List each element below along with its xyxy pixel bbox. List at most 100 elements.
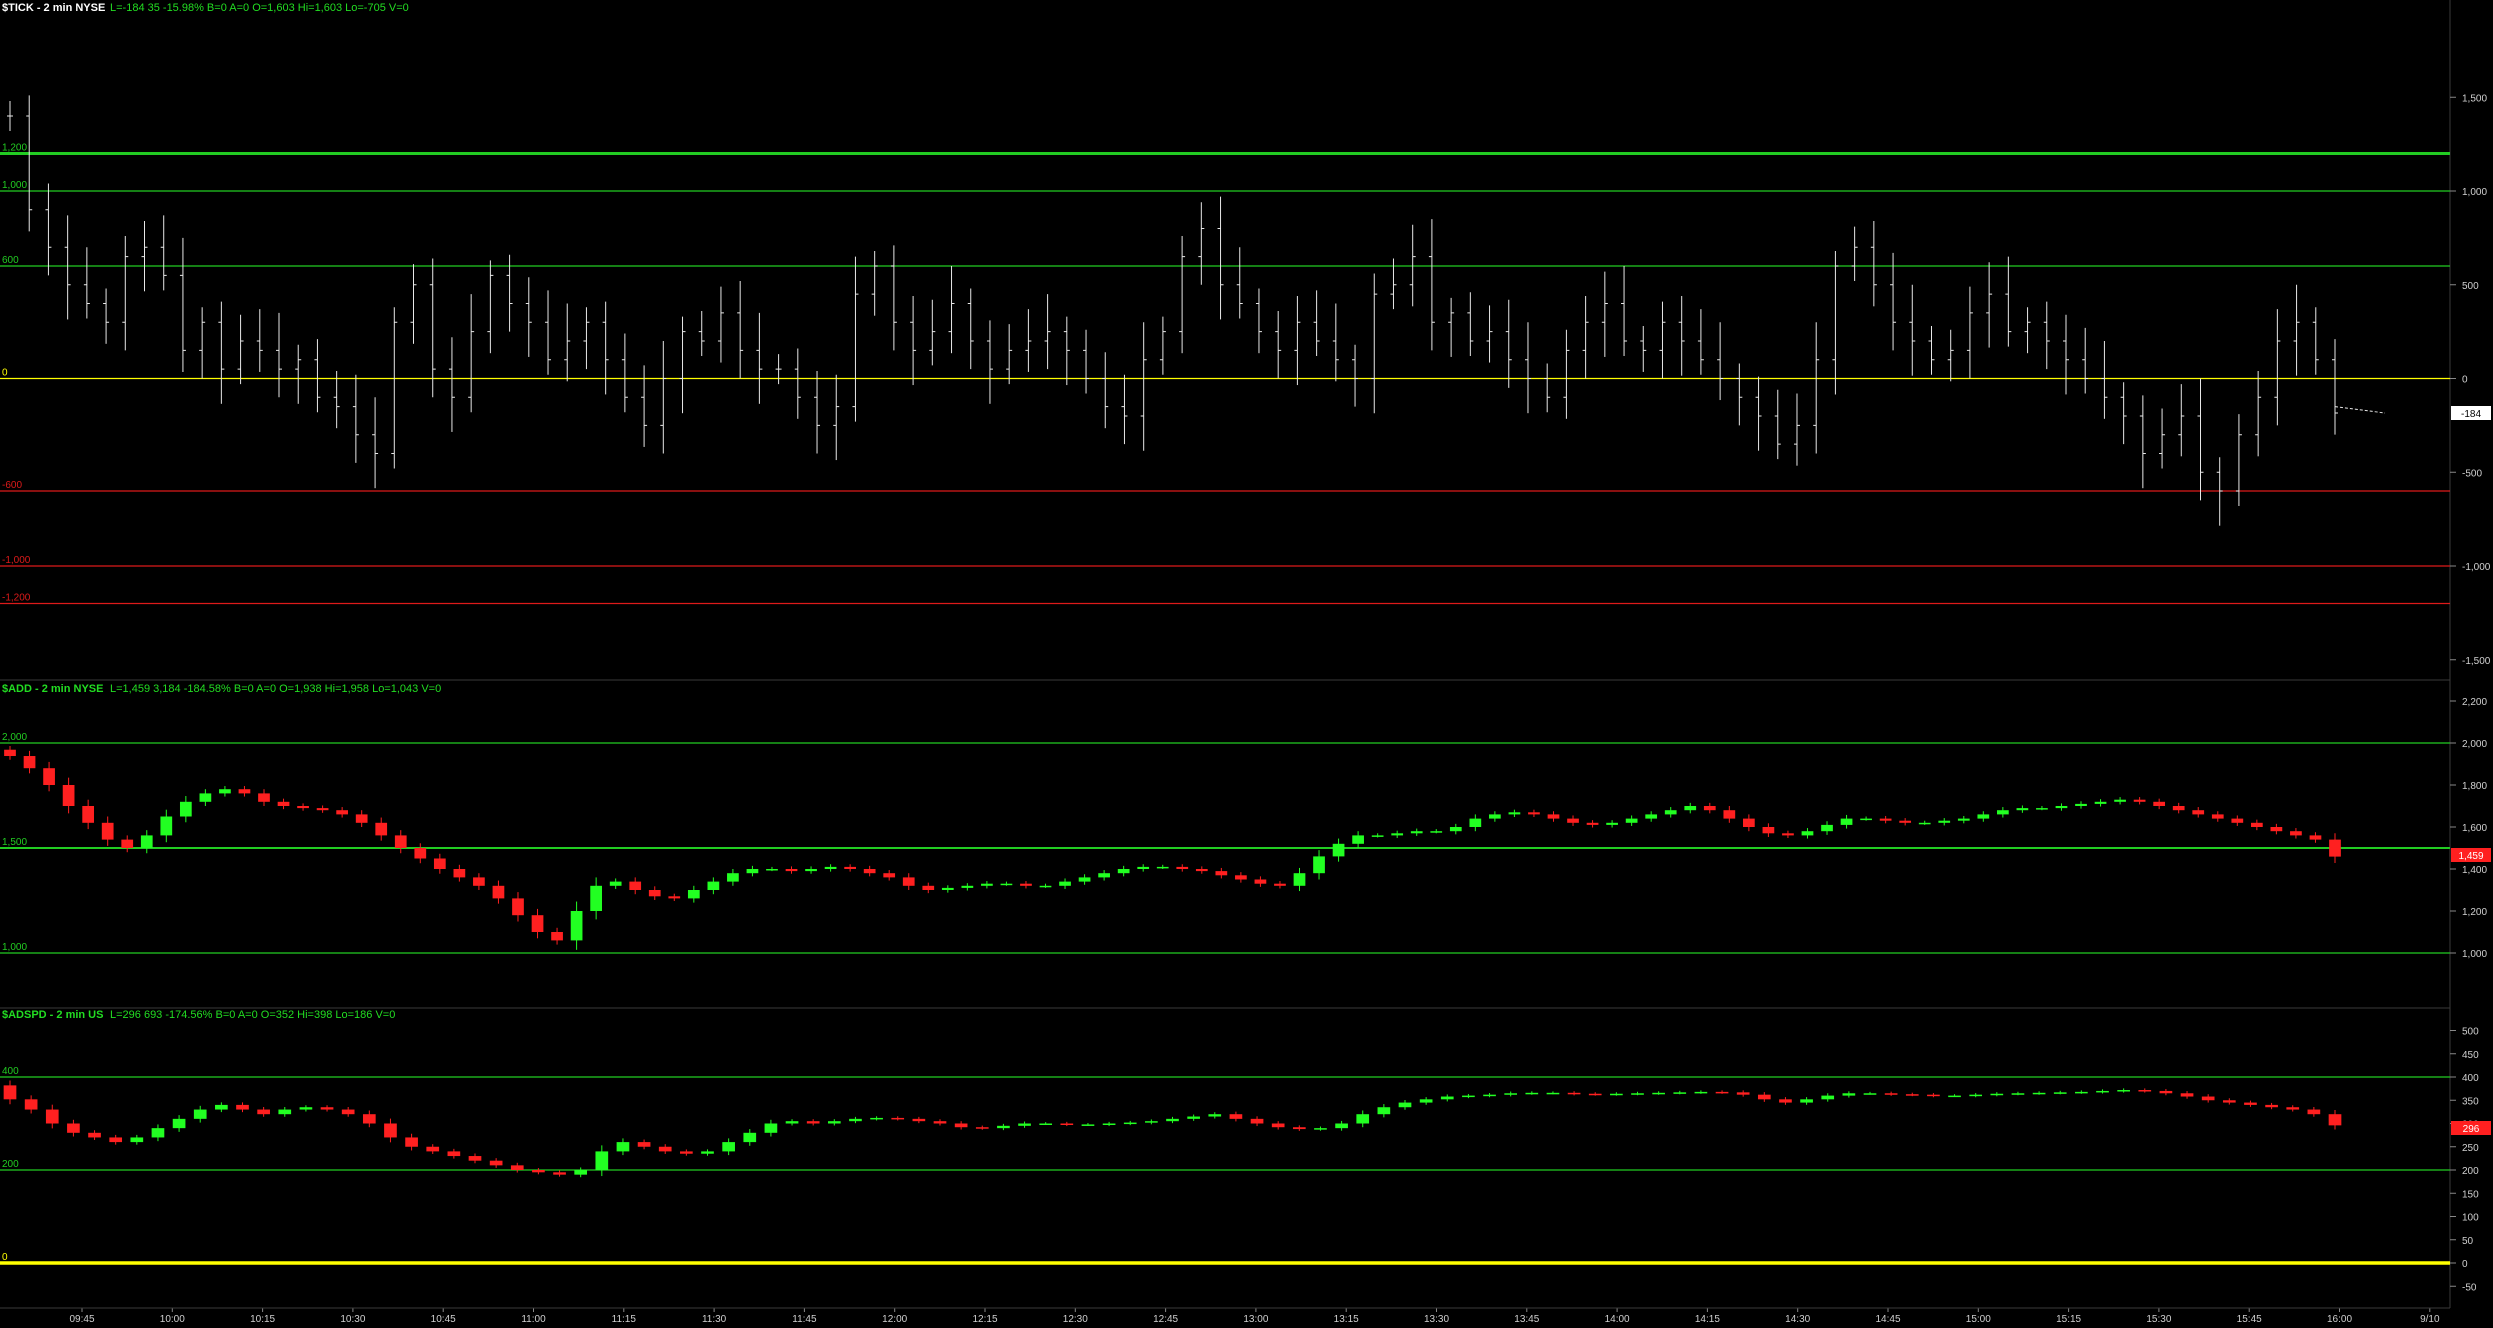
- y-tick-label: -1,500: [2462, 656, 2491, 667]
- y-tick-label: 0: [2462, 375, 2468, 386]
- candle-body: [1292, 1127, 1306, 1130]
- candle-body: [453, 869, 466, 878]
- candle-body: [2032, 1092, 2046, 1095]
- candle-body: [67, 1123, 80, 1133]
- candle-body: [1293, 873, 1306, 886]
- candle-body: [551, 932, 563, 941]
- candle-body: [1039, 1123, 1053, 1125]
- candle-body: [785, 1121, 799, 1124]
- candle-body: [1195, 869, 1208, 872]
- candle-body: [297, 806, 309, 809]
- candle-body: [785, 869, 798, 872]
- candle-body: [2011, 1093, 2025, 1095]
- candle-body: [1371, 835, 1384, 837]
- candle-body: [1801, 831, 1814, 836]
- candle-body: [405, 1137, 418, 1147]
- candle-body: [2172, 806, 2185, 811]
- candle-body: [1715, 1091, 1729, 1094]
- candle-body: [1821, 1095, 1835, 1100]
- candle-body: [609, 881, 622, 886]
- candle-body: [2055, 806, 2068, 809]
- x-tick-label: 12:15: [972, 1314, 997, 1325]
- reference-line-label: -1,000: [2, 555, 31, 566]
- candle-body: [414, 848, 427, 859]
- y-tick-label: 450: [2462, 1050, 2479, 1061]
- candle-body: [687, 890, 700, 899]
- candle-body: [1863, 1093, 1877, 1095]
- candle-body: [2290, 831, 2302, 836]
- candle-body: [43, 768, 55, 785]
- candle-body: [1235, 875, 1247, 880]
- candle-body: [2133, 799, 2146, 802]
- candle-body: [3, 1085, 17, 1100]
- add-header-values: L=1,459 3,184 -184.58% B=0 A=0 O=1,938 H…: [110, 683, 441, 695]
- x-tick-label: 09:45: [69, 1314, 94, 1325]
- candle-body: [863, 869, 876, 874]
- candle-body: [1123, 1122, 1137, 1125]
- candle-body: [648, 890, 661, 897]
- candle-body: [701, 1151, 714, 1154]
- y-tick-label: 150: [2462, 1189, 2479, 1200]
- candle-body: [1938, 820, 1951, 823]
- candle-body: [151, 1128, 165, 1138]
- x-tick-label: 9/10: [2420, 1314, 2440, 1325]
- candle-body: [1187, 1116, 1200, 1119]
- candle-body: [362, 1114, 376, 1124]
- tick-header-label: $TICK - 2 min NYSE: [2, 2, 105, 14]
- candle-body: [1990, 1093, 2004, 1096]
- reference-line-label: 400: [2, 1066, 19, 1077]
- y-tick-label: 2,000: [2462, 739, 2487, 750]
- candle-body: [1419, 1099, 1433, 1103]
- x-tick-label: 14:15: [1695, 1314, 1720, 1325]
- candle-body: [1229, 1114, 1243, 1119]
- candle-body: [1652, 1092, 1665, 1095]
- candle-body: [1694, 1091, 1708, 1094]
- candle-body: [553, 1172, 566, 1175]
- x-tick-label: 15:30: [2146, 1314, 2171, 1325]
- candle-body: [933, 1121, 947, 1124]
- candle-body: [637, 1142, 651, 1147]
- x-tick-label: 13:45: [1514, 1314, 1539, 1325]
- candle-body: [1137, 866, 1150, 869]
- y-tick-label: 1,400: [2462, 865, 2487, 876]
- candle-body: [1736, 1092, 1750, 1095]
- candle-body: [912, 1118, 926, 1122]
- candle-body: [902, 877, 915, 886]
- x-tick-label: 12:00: [882, 1314, 907, 1325]
- x-tick-label: 13:15: [1334, 1314, 1359, 1325]
- candle-body: [1039, 885, 1052, 888]
- candle-body: [668, 896, 681, 899]
- reference-line-label: 600: [2, 255, 19, 266]
- x-tick-label: 12:30: [1063, 1314, 1088, 1325]
- candle-body: [199, 793, 212, 802]
- reference-line-label: 0: [2, 1252, 8, 1263]
- candle-body: [2153, 801, 2166, 806]
- candle-body: [1156, 866, 1169, 869]
- candle-body: [1567, 818, 1579, 823]
- candle-body: [1757, 1094, 1771, 1100]
- candle-body: [1352, 835, 1364, 844]
- candle-body: [1145, 1121, 1158, 1123]
- candle-body: [1631, 1093, 1644, 1095]
- candle-body: [215, 1104, 228, 1110]
- candle-body: [1703, 806, 1716, 811]
- candle-body: [426, 1146, 440, 1152]
- svg-text:296: 296: [2463, 1124, 2480, 1135]
- candle-body: [1449, 827, 1462, 832]
- candle-body: [2094, 801, 2107, 804]
- y-tick-label: 500: [2462, 281, 2479, 292]
- candle-body: [1782, 833, 1794, 836]
- candle-body: [277, 801, 290, 806]
- candle-body: [1117, 869, 1130, 874]
- candle-body: [997, 1125, 1010, 1129]
- adspd-last-value-tag: 296: [2451, 1121, 2491, 1135]
- x-tick-label: 13:00: [1243, 1314, 1268, 1325]
- x-tick-label: 14:45: [1875, 1314, 1900, 1325]
- x-tick-label: 15:45: [2237, 1314, 2262, 1325]
- y-tick-label: 1,800: [2462, 781, 2487, 792]
- candle-body: [23, 756, 36, 769]
- x-tick-label: 11:15: [612, 1314, 637, 1325]
- candle-body: [1274, 883, 1286, 886]
- candle-body: [172, 1118, 186, 1129]
- candle-body: [2211, 814, 2224, 819]
